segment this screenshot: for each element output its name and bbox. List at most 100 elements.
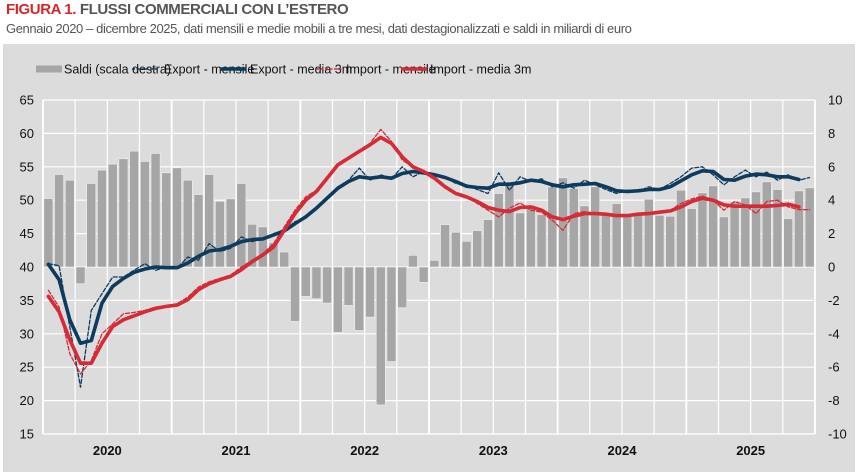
y-left-tick-label: 25 xyxy=(20,360,34,375)
legend-label: Export - media 3m xyxy=(250,63,352,77)
y-left-tick-label: 60 xyxy=(20,126,34,141)
figure-label: FIGURA 1. xyxy=(6,1,77,18)
saldi-bar xyxy=(64,179,75,268)
legend: Saldi (scala destra)Export - mensileExpo… xyxy=(36,63,531,77)
saldi-bar xyxy=(375,266,386,406)
y-left-tick-label: 65 xyxy=(20,93,34,108)
saldi-bar xyxy=(193,194,204,268)
saldi-bar xyxy=(794,190,804,268)
y-left-tick-label: 50 xyxy=(20,193,34,208)
saldi-bar xyxy=(397,266,408,309)
saldi-bar xyxy=(225,198,236,268)
chart-title: FIGURA 1. FLUSSI COMMERCIALI CON L’ESTER… xyxy=(6,1,349,18)
y-right-tick-label: 10 xyxy=(828,93,842,108)
x-tick-label: 2021 xyxy=(222,443,251,458)
saldi-bar xyxy=(622,214,633,268)
y-right-tick-label: 6 xyxy=(828,159,835,174)
saldi-bar xyxy=(107,163,118,268)
y-right-tick-label: 8 xyxy=(828,126,835,141)
saldi-bar xyxy=(697,192,708,268)
saldi-bar xyxy=(354,266,365,331)
saldi-bar xyxy=(129,150,139,268)
y-left-tick-label: 30 xyxy=(20,326,34,341)
saldi-bar xyxy=(761,181,772,268)
legend-swatch-saldi xyxy=(36,65,62,73)
y-right-tick-label: 4 xyxy=(828,193,835,208)
saldi-bar xyxy=(172,167,182,268)
y-right-tick-label: 2 xyxy=(828,226,835,241)
y-right-tick-label: -2 xyxy=(828,293,840,308)
y-left-tick-label: 20 xyxy=(20,393,34,408)
saldi-bar xyxy=(322,266,333,304)
saldi-bar xyxy=(772,189,783,268)
saldi-bar xyxy=(718,216,729,268)
title-text: FLUSSI COMMERCIALI CON L’ESTERO xyxy=(79,1,349,18)
y-right-tick-label: -4 xyxy=(828,326,840,341)
saldi-bar xyxy=(472,230,483,268)
y-left-tick-label: 15 xyxy=(20,427,34,442)
saldi-bar xyxy=(43,198,54,268)
legend-label: Import - mensile xyxy=(346,63,436,77)
saldi-bar xyxy=(568,188,579,268)
x-tick-label: 2022 xyxy=(350,443,379,458)
saldi-bar xyxy=(654,214,665,268)
saldi-bar xyxy=(676,189,686,268)
saldi-bar xyxy=(118,158,129,268)
saldi-bar xyxy=(783,218,794,268)
x-tick-label: 2020 xyxy=(93,443,122,458)
saldi-bar xyxy=(665,215,676,268)
saldi-bar xyxy=(558,177,568,268)
saldi-bar xyxy=(236,183,247,268)
saldi-bar xyxy=(290,266,300,322)
saldi-bar xyxy=(300,266,311,297)
saldi-bar xyxy=(547,186,558,268)
saldi-bar xyxy=(247,223,257,268)
saldi-bar xyxy=(729,201,740,268)
saldi-bar xyxy=(740,197,751,268)
saldi-bar xyxy=(75,266,86,285)
saldi-bar xyxy=(182,179,193,268)
saldi-bar xyxy=(343,266,354,306)
y-left-tick-label: 40 xyxy=(20,260,34,275)
saldi-bar xyxy=(440,224,450,268)
saldi-bar xyxy=(418,266,429,283)
saldi-bar xyxy=(515,212,525,268)
saldi-bar xyxy=(633,214,643,268)
saldi-bar xyxy=(493,193,504,268)
y-right-tick-label: 0 xyxy=(828,260,835,275)
saldi-bar xyxy=(311,266,322,300)
y-left-tick-label: 35 xyxy=(20,293,34,308)
legend-label: Saldi (scala destra) xyxy=(64,63,171,77)
saldi-bar xyxy=(601,213,611,268)
chart-subtitle: Gennaio 2020 – dicembre 2025, dati mensi… xyxy=(6,21,632,36)
grid xyxy=(42,99,816,435)
saldi-bar xyxy=(751,191,761,268)
series-line-import-media-3m xyxy=(46,135,801,365)
saldi-bar xyxy=(161,172,172,268)
saldi-bar xyxy=(611,203,622,268)
saldi-bar xyxy=(483,219,493,268)
x-tick-label: 2024 xyxy=(608,443,638,458)
saldi-bar xyxy=(279,251,290,268)
saldi-bar xyxy=(643,198,654,268)
y-right-tick-label: -6 xyxy=(828,360,840,375)
y-left-tick-label: 55 xyxy=(20,159,34,174)
saldi-bar xyxy=(525,204,536,268)
saldi-bar xyxy=(150,153,161,268)
saldi-bar xyxy=(504,183,515,268)
saldi-bar xyxy=(536,214,547,268)
saldi-bar xyxy=(590,186,601,268)
saldi-bar xyxy=(579,205,590,268)
saldi-bar xyxy=(140,161,150,268)
saldi-bar xyxy=(86,183,97,268)
saldi-bar xyxy=(804,187,815,268)
saldi-bar xyxy=(365,266,375,318)
saldi-bar xyxy=(429,260,440,268)
x-tick-label: 2025 xyxy=(736,443,765,458)
saldi-bar xyxy=(215,200,225,268)
saldi-bar xyxy=(386,266,397,362)
saldi-bar xyxy=(708,185,718,268)
saldi-bar xyxy=(408,255,418,268)
y-right-tick-label: -10 xyxy=(828,427,847,442)
